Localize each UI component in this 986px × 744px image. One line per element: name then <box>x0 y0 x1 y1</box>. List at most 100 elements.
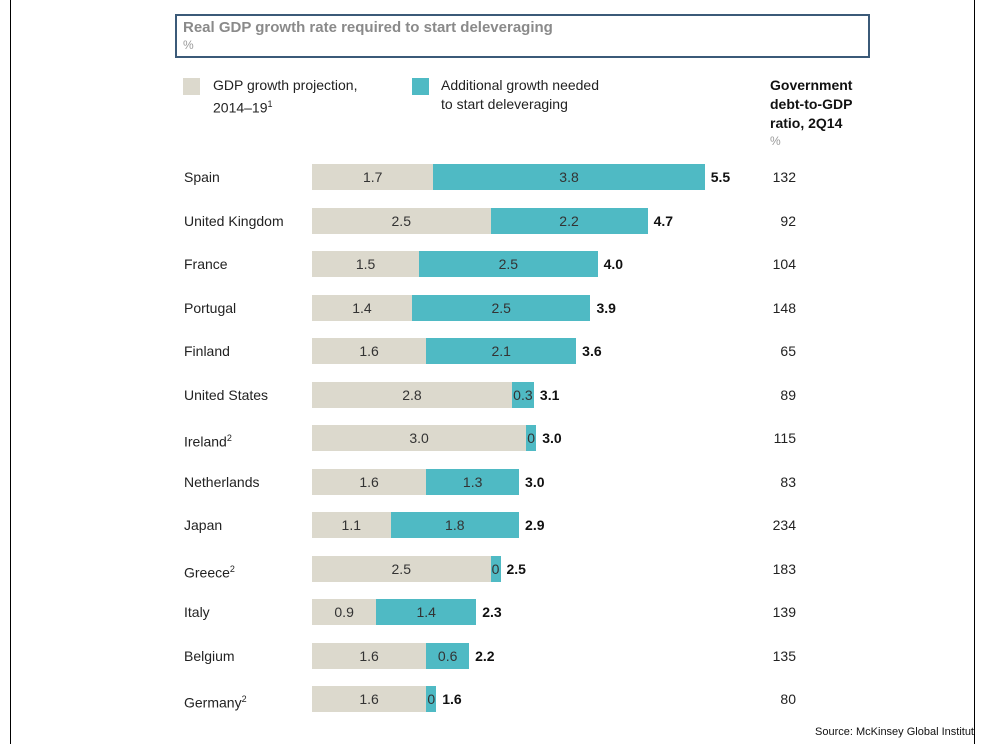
bar-segment-base: 2.8 <box>312 382 512 408</box>
category-label-text: United Kingdom <box>184 213 284 229</box>
bar-segment-additional: 0 <box>426 686 437 712</box>
debt-to-gdp-value: 148 <box>772 300 796 316</box>
category-label: Spain <box>184 164 220 190</box>
slide-frame <box>10 0 975 744</box>
bar-total-label: 1.6 <box>442 691 462 707</box>
debt-to-gdp-value: 234 <box>772 517 796 533</box>
debt-to-gdp-value: 132 <box>772 169 796 185</box>
category-label-text: Spain <box>184 169 220 185</box>
bar-segment-base: 1.7 <box>312 164 434 190</box>
bar-segment-additional: 0 <box>490 556 501 582</box>
bar-segment-base: 1.6 <box>312 686 427 712</box>
bar-total-label: 2.5 <box>506 561 526 577</box>
category-label-text: Italy <box>184 604 210 620</box>
debt-header-line3: ratio, 2Q14 <box>770 115 843 131</box>
category-label: Finland <box>184 338 230 364</box>
category-label: United States <box>184 382 268 408</box>
debt-to-gdp-value: 89 <box>780 387 796 403</box>
category-label: France <box>184 251 228 277</box>
debt-to-gdp-value: 65 <box>780 343 796 359</box>
bar-total-label: 3.0 <box>542 430 562 446</box>
bar-segment-base: 2.5 <box>312 208 491 234</box>
bar-segment-base: 1.6 <box>312 469 427 495</box>
category-label: United Kingdom <box>184 208 284 234</box>
bar-total-label: 3.1 <box>539 387 560 403</box>
bar-total-label: 3.6 <box>582 343 602 359</box>
bar-segment-additional: 2.5 <box>419 251 598 277</box>
bar-segment-base: 1.4 <box>312 295 412 321</box>
debt-to-gdp-value: 80 <box>780 691 796 707</box>
source-note: Source: McKinsey Global Institut <box>815 726 974 738</box>
bar-segment-additional: 0.6 <box>426 643 470 669</box>
bar-total-label: 4.0 <box>603 256 624 272</box>
bar-segment-base: 1.1 <box>312 512 391 538</box>
bar-segment-additional: 2.1 <box>426 338 577 364</box>
bar-segment-additional: 1.8 <box>390 512 520 538</box>
bar-total-label: 4.7 <box>653 213 674 229</box>
debt-to-gdp-value: 115 <box>773 430 796 446</box>
legend-base-footnote: 1 <box>267 99 273 109</box>
debt-to-gdp-value: 135 <box>772 648 796 664</box>
bar-total-label: 2.2 <box>475 648 495 664</box>
bar-segment-additional: 0 <box>526 425 537 451</box>
bar-total-label: 5.5 <box>710 169 731 185</box>
bar-segment-base: 2.5 <box>312 556 491 582</box>
category-label: Belgium <box>184 643 235 669</box>
chart-title-unit: % <box>183 38 194 52</box>
bar-segment-additional: 2.2 <box>490 208 648 234</box>
category-label-text: Portugal <box>184 300 237 316</box>
debt-to-gdp-value: 183 <box>772 561 796 577</box>
category-label-text: Finland <box>184 343 230 359</box>
category-label-text: France <box>184 256 228 272</box>
legend-label-additional: Additional growth needed to start deleve… <box>441 76 599 114</box>
legend-swatch-base <box>183 78 200 95</box>
legend-swatch-additional <box>412 78 429 95</box>
bar-total-label: 2.3 <box>482 604 502 620</box>
category-label-text: Japan <box>184 517 223 533</box>
debt-to-gdp-value: 92 <box>780 213 796 229</box>
category-label-text: Germany <box>184 694 242 711</box>
chart-title: Real GDP growth rate required to start d… <box>183 19 553 36</box>
bar-segment-base: 3.0 <box>312 425 527 451</box>
legend-base-line1: GDP growth projection, <box>213 77 358 93</box>
legend-add-line1: Additional growth needed <box>441 77 600 93</box>
category-label: Netherlands <box>184 469 260 495</box>
category-label: Italy <box>184 599 210 625</box>
debt-header-line1: Government <box>770 77 853 93</box>
bar-segment-additional: 1.4 <box>376 599 477 625</box>
bar-total-label: 3.0 <box>525 474 545 490</box>
category-label-text: Ireland <box>184 433 227 450</box>
bar-segment-additional: 2.5 <box>411 295 591 321</box>
legend-add-line2: to start deleveraging <box>441 96 568 112</box>
debt-to-gdp-value: 83 <box>780 474 796 490</box>
debt-column-unit: % <box>770 134 781 148</box>
category-label: Japan <box>184 512 222 538</box>
category-label: Germany2 <box>184 686 247 712</box>
category-label: Ireland2 <box>184 425 232 451</box>
debt-column-header: Government debt-to-GDP ratio, 2Q14 <box>770 76 890 133</box>
category-label-text: Netherlands <box>184 474 260 490</box>
legend-base-line2: 2014–19 <box>213 99 268 116</box>
bar-segment-additional: 0.3 <box>511 382 534 408</box>
bar-segment-base: 1.5 <box>312 251 420 277</box>
bar-segment-base: 0.9 <box>312 599 377 625</box>
chart-title-box: Real GDP growth rate required to start d… <box>175 14 870 58</box>
category-label: Greece2 <box>184 556 235 582</box>
category-footnote: 2 <box>229 564 235 574</box>
debt-to-gdp-value: 139 <box>772 604 796 620</box>
category-label: Portugal <box>184 295 236 321</box>
bar-segment-base: 1.6 <box>312 338 427 364</box>
legend-label-base: GDP growth projection, 2014–191 <box>213 76 357 118</box>
bar-total-label: 2.9 <box>525 517 545 533</box>
category-footnote: 2 <box>226 433 232 443</box>
category-label-text: Belgium <box>184 648 235 664</box>
category-label-text: United States <box>184 387 269 403</box>
bar-segment-additional: 1.3 <box>426 469 520 495</box>
debt-header-line2: debt-to-GDP <box>770 96 853 112</box>
bar-total-label: 3.9 <box>596 300 616 316</box>
category-label-text: Greece <box>184 564 230 581</box>
debt-to-gdp-value: 104 <box>772 256 796 272</box>
bar-segment-additional: 3.8 <box>433 164 705 190</box>
category-footnote: 2 <box>241 694 247 704</box>
bar-segment-base: 1.6 <box>312 643 427 669</box>
